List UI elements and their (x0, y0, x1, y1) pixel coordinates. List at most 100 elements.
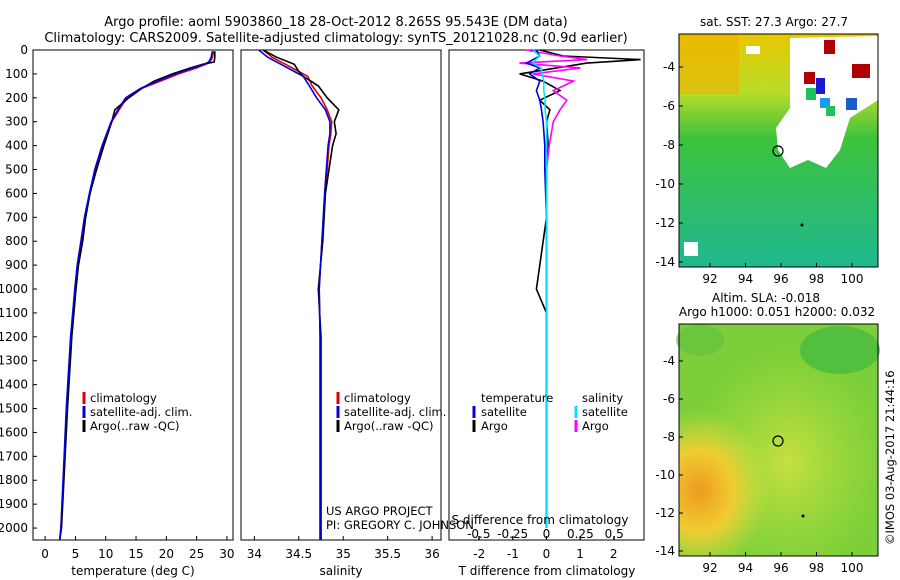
depth-tick-label: 1300 (0, 354, 28, 368)
depth-tick-label: 300 (5, 115, 28, 129)
map-top-ytick-label: -4 (663, 60, 675, 74)
depth-tick-label: 1000 (0, 282, 28, 296)
map-bottom-title1: Altim. SLA: -0.018 (712, 291, 820, 305)
sst-cold-pixel (846, 98, 857, 110)
map-top-axes: -4 -6 -8 -10 -12 -14 92 94 96 98 100 (655, 60, 863, 286)
difference-plot: -2 -1 0 1 2 -0.5 -0.25 0 0.25 0.5 (467, 49, 641, 561)
sla-map (676, 323, 880, 557)
map-bottom-ytick-label: -12 (655, 506, 675, 520)
temperature-plot: 0 5 10 15 20 25 30 (41, 51, 235, 561)
map-bottom-xtick-label: 94 (738, 561, 753, 575)
legend-argo-label: Argo(..raw -QC) (90, 419, 180, 433)
sst-warm-pixel (852, 64, 870, 78)
salinity-legend: climatology satellite-adj. clim. Argo(..… (336, 391, 446, 433)
legend-salinity-head: salinity (582, 391, 623, 405)
map-top-ytick-label: -8 (663, 138, 675, 152)
temp-xtick-label: 10 (98, 547, 113, 561)
temperature-xlabel: temperature (deg C) (71, 564, 194, 578)
depth-tick-label: 1200 (0, 330, 28, 344)
sdiff-xtick-label: 0.25 (567, 527, 594, 541)
temperature-legend: climatology satellite-adj. clim. Argo(..… (82, 391, 192, 433)
map-bottom-xtick-label: 98 (809, 561, 824, 575)
imos-stamp: ©IMOS 03-Aug-2017 21:44:16 (883, 370, 897, 545)
sal-xtick-label: 34.5 (285, 547, 312, 561)
sla-low-region (800, 326, 880, 374)
map-bottom-axes: -4 -6 -8 -10 -12 -14 92 94 96 98 100 (655, 354, 863, 575)
depth-tick-label: 2000 (0, 521, 28, 535)
depth-tick-label: 1900 (0, 497, 28, 511)
depth-tick-label: 1800 (0, 473, 28, 487)
argo-location-marker (772, 435, 784, 447)
map-bottom-xtick-label: 92 (702, 561, 717, 575)
depth-tick-label: 1700 (0, 449, 28, 463)
map-top-xtick-label: 98 (809, 272, 824, 286)
depth-tick-label: 100 (5, 67, 28, 81)
legend-sargo-label: Argo (582, 419, 609, 433)
sdiff-satellite-line (531, 49, 548, 528)
salinity-plot: 34 34.5 35 35.5 36 (247, 49, 440, 561)
sst-warm-pixel (804, 72, 815, 84)
depth-tick-label: 500 (5, 163, 28, 177)
temperature-panel (32, 49, 234, 541)
legend-clim-label: climatology (90, 391, 157, 405)
depth-tick-label: 1100 (0, 306, 28, 320)
sst-cold-pixel (820, 98, 830, 108)
depth-tick-label: 200 (5, 91, 28, 105)
depth-tick-label: 1500 (0, 402, 28, 416)
argo-location-marker (772, 145, 784, 157)
map-bottom-ytick-label: -4 (663, 354, 675, 368)
depth-axis: 0 100 200 300 400 500 600 700 800 900 1000 1100 1200… (0, 43, 37, 535)
depth-tick-label: 900 (5, 258, 28, 272)
sst-pixel (806, 88, 816, 100)
map-top-title: sat. SST: 27.3 Argo: 27.7 (700, 15, 848, 29)
sst-pixel (826, 106, 835, 116)
sal-satellite-line (258, 49, 331, 540)
sst-map-frame (678, 33, 879, 268)
tdiff-xtick-label: 1 (576, 547, 584, 561)
map-bottom-title2: Argo h1000: 0.051 h2000: 0.032 (679, 305, 875, 319)
sal-xtick-label: 35.5 (374, 547, 401, 561)
figure-title-line2: Climatology: CARS2009. Satellite-adjuste… (44, 31, 627, 46)
salinity-panel (240, 49, 442, 541)
figure-title-line1: Argo profile: aoml 5903860_18 28-Oct-201… (104, 15, 568, 30)
depth-tick-label: 0 (20, 43, 28, 57)
sdiff-xtick-label: 0 (543, 527, 551, 541)
legend-argo-label: Argo(..raw -QC) (344, 419, 434, 433)
legend-targo-label: Argo (481, 419, 508, 433)
island-dot (801, 514, 805, 518)
legend-clim-label: climatology (344, 391, 411, 405)
map-bottom-ytick-label: -14 (655, 544, 675, 558)
sdiff-xtick-label: 0.5 (605, 527, 624, 541)
map-top-xtick-label: 92 (702, 272, 717, 286)
difference-legend: temperature satellite Argo salinity sate… (472, 391, 628, 433)
map-bottom-ytick-label: -6 (663, 392, 675, 406)
tdiff-xtick-label: 0 (543, 547, 551, 561)
map-top-xtick-label: 100 (841, 272, 864, 286)
sdiff-label: S difference from climatology (452, 513, 629, 527)
map-bottom-xtick-label: 100 (841, 561, 864, 575)
sst-warm-patch (679, 34, 739, 94)
map-bottom-xtick-label: 96 (773, 561, 788, 575)
temp-satellite-line (58, 51, 214, 541)
map-top-xtick-label: 94 (738, 272, 753, 286)
temp-xtick-label: 0 (41, 547, 49, 561)
map-top-ytick-label: -12 (655, 216, 675, 230)
map-top-ytick-label: -14 (655, 255, 675, 269)
map-bottom-ytick-label: -10 (655, 468, 675, 482)
sal-argo-line (262, 49, 340, 540)
legend-tsat-label: satellite (481, 405, 527, 419)
tdiff-xtick-label: -2 (473, 547, 485, 561)
sdiff-xtick-label: -0.25 (497, 527, 528, 541)
temp-xtick-label: 15 (128, 547, 143, 561)
depth-tick-label: 800 (5, 234, 28, 248)
tdiff-xtick-label: 2 (610, 547, 618, 561)
depth-tick-label: 1600 (0, 425, 28, 439)
temp-xtick-label: 20 (159, 547, 174, 561)
tdiff-argo-line (519, 49, 641, 528)
sst-warm-pixel (824, 40, 835, 54)
map-top-ytick-label: -10 (655, 177, 675, 191)
sla-map-frame (678, 323, 879, 557)
depth-tick-label: 400 (5, 139, 28, 153)
